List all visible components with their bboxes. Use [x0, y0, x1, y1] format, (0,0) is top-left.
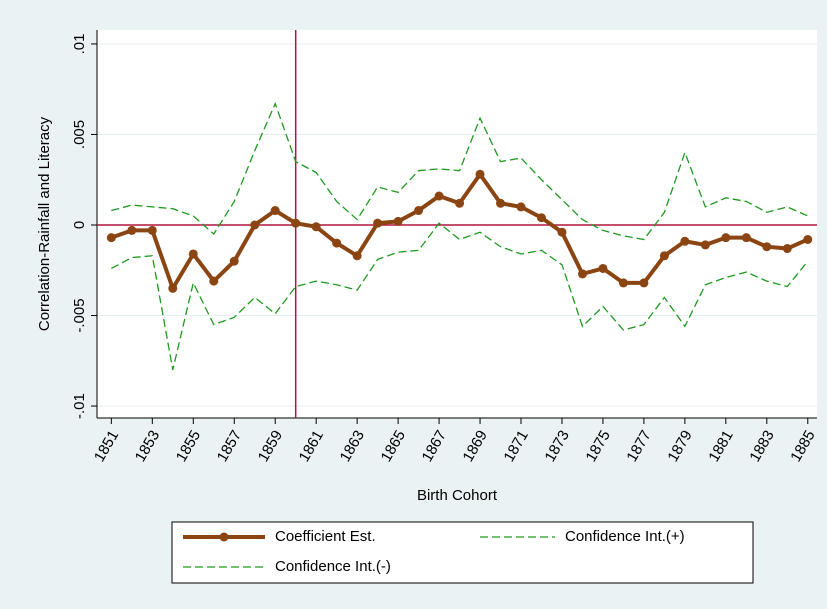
- data-point: [188, 249, 198, 259]
- data-point: [147, 225, 157, 235]
- data-point: [577, 269, 587, 279]
- data-point: [106, 233, 116, 243]
- y-tick-label: -.005: [71, 298, 88, 332]
- data-point: [373, 218, 383, 228]
- data-point: [434, 191, 444, 201]
- data-point: [803, 234, 813, 244]
- y-tick-label: 0: [71, 221, 88, 229]
- data-point: [250, 220, 260, 230]
- series-line: [111, 222, 809, 370]
- data-point: [311, 222, 321, 232]
- data-point: [291, 218, 301, 228]
- x-axis-label: Birth Cohort: [417, 487, 498, 504]
- y-axis-label: Correlation-Rainfall and Literacy: [36, 116, 53, 331]
- data-point: [332, 238, 342, 248]
- data-point: [721, 233, 731, 243]
- data-point: [618, 278, 628, 288]
- data-point: [639, 278, 649, 288]
- data-point: [741, 233, 751, 243]
- data-point: [680, 236, 690, 246]
- data-point: [782, 244, 792, 254]
- data-point: [659, 251, 669, 261]
- data-point: [557, 227, 567, 237]
- plot-area: [97, 30, 817, 418]
- legend-box: [171, 521, 754, 584]
- data-point: [127, 225, 137, 235]
- data-point: [229, 256, 239, 266]
- data-point: [536, 213, 546, 223]
- data-point: [393, 216, 403, 226]
- data-point: [414, 206, 424, 216]
- data-point: [455, 198, 465, 208]
- data-point: [496, 198, 506, 208]
- data-point: [598, 263, 608, 273]
- data-point: [475, 169, 485, 179]
- data-point: [700, 240, 710, 250]
- legend-label: Confidence Int.(-): [275, 558, 391, 575]
- legend-label: Coefficient Est.: [275, 528, 376, 545]
- data-point: [270, 206, 280, 216]
- data-point: [352, 251, 362, 261]
- legend-label: Confidence Int.(+): [565, 528, 685, 545]
- series-line: [111, 101, 809, 241]
- data-point: [209, 276, 219, 286]
- y-tick-label: .01: [71, 34, 88, 55]
- y-tick-label: .005: [71, 120, 88, 149]
- legend-marker: [219, 532, 229, 542]
- data-point: [762, 242, 772, 252]
- data-point: [516, 202, 526, 212]
- y-tick-label: -.01: [71, 393, 88, 419]
- data-point: [168, 283, 178, 293]
